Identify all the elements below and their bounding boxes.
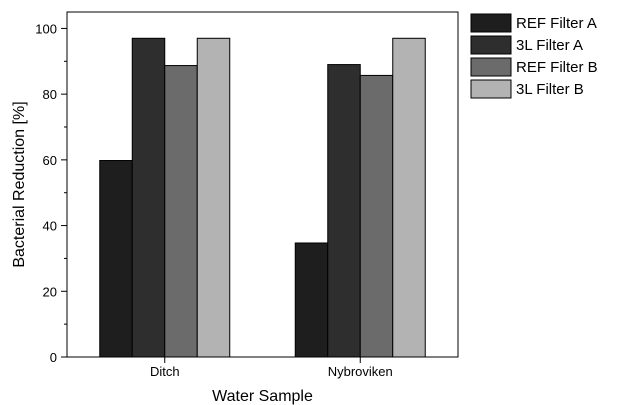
bar-3l-filter-a-nybroviken: [327, 64, 361, 358]
y-tick-label: 100: [35, 21, 57, 36]
plot-area: 0 20 40 60 80 100 Ditch Nybroviken: [35, 11, 459, 379]
bar-ref-filter-b-ditch: [164, 65, 198, 358]
legend-swatch: [470, 79, 512, 99]
bars: [99, 37, 426, 358]
legend-label: REF Filter A: [516, 15, 597, 32]
x-axis: Ditch Nybroviken: [150, 357, 393, 379]
y-tick-label: 0: [50, 350, 57, 365]
legend-label: 3L Filter B: [516, 81, 584, 98]
y-tick-label: 20: [43, 284, 57, 299]
bar-ref-filter-b-nybroviken: [359, 74, 394, 358]
legend-label: REF Filter B: [516, 59, 598, 76]
x-axis-title: Water Sample: [212, 388, 313, 405]
bar-3l-filter-b-ditch: [196, 37, 231, 358]
bar-ref-filter-a-ditch: [99, 160, 133, 358]
legend: REF Filter A 3L Filter A REF Filter B 3L Fi…: [470, 13, 598, 99]
y-axis: 0 20 40 60 80 100: [35, 21, 67, 365]
y-tick-label: 40: [43, 219, 57, 234]
x-tick-label-ditch: Ditch: [150, 364, 180, 379]
y-tick-label: 60: [43, 153, 57, 168]
x-tick-label-nybroviken: Nybroviken: [328, 364, 393, 379]
bar-ref-filter-a-nybroviken: [294, 242, 329, 358]
legend-swatch: [470, 57, 512, 77]
legend-swatch: [470, 35, 512, 55]
bar-3l-filter-a-ditch: [131, 37, 166, 358]
y-tick-label: 80: [43, 87, 57, 102]
legend-label: 3L Filter A: [516, 37, 583, 54]
plot-frame: [66, 11, 459, 358]
bar-3l-filter-b-nybroviken: [392, 37, 426, 358]
y-axis-title: Bacterial Reduction [%]: [11, 101, 28, 267]
legend-swatch: [470, 13, 512, 33]
